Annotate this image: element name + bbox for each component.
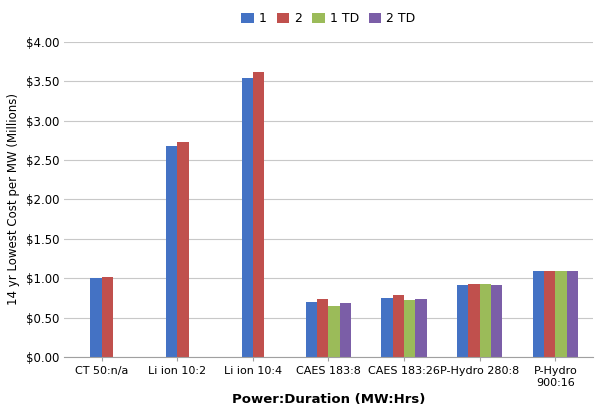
Bar xyxy=(91,278,101,357)
Bar xyxy=(393,295,404,357)
Bar xyxy=(306,302,317,357)
Bar xyxy=(317,299,328,357)
Bar xyxy=(340,304,351,357)
Bar xyxy=(479,285,491,357)
Bar xyxy=(415,299,427,357)
Bar xyxy=(382,298,393,357)
Bar xyxy=(469,285,479,357)
Bar xyxy=(491,285,502,357)
Bar xyxy=(101,277,113,357)
Bar xyxy=(166,146,177,357)
Bar xyxy=(404,300,415,357)
Bar xyxy=(566,271,578,357)
Bar xyxy=(544,271,555,357)
Bar xyxy=(242,78,253,357)
X-axis label: Power:Duration (MW:Hrs): Power:Duration (MW:Hrs) xyxy=(232,393,425,406)
Bar xyxy=(555,271,566,357)
Bar xyxy=(533,271,544,357)
Bar xyxy=(253,72,264,357)
Bar xyxy=(328,306,340,357)
Bar xyxy=(457,285,469,357)
Bar xyxy=(177,142,188,357)
Legend: 1, 2, 1 TD, 2 TD: 1, 2, 1 TD, 2 TD xyxy=(236,7,421,31)
Y-axis label: 14 yr Lowest Cost per MW (Millions): 14 yr Lowest Cost per MW (Millions) xyxy=(7,93,20,306)
